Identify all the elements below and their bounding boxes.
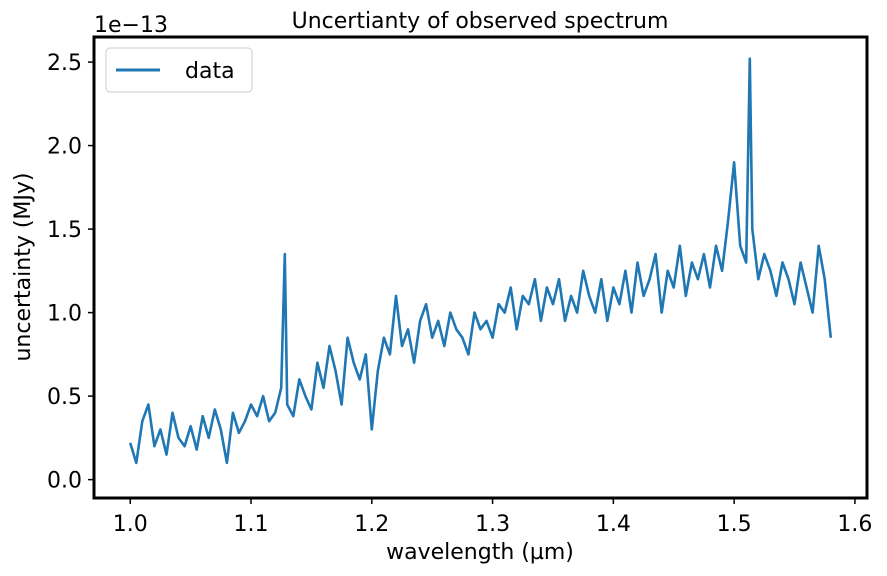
x-axis-title: wavelength (µm): [386, 540, 574, 565]
x-tick-label: 1.1: [234, 512, 269, 537]
x-tick-label: 1.0: [113, 512, 148, 537]
x-tick-label: 1.5: [717, 512, 752, 537]
y-tick-label: 0.5: [47, 385, 82, 410]
y-axis: 0.0 0.5 1.0 1.5 2.0 2.5: [47, 51, 94, 494]
y-axis-title: uncertainty (MJy): [11, 172, 36, 361]
axes-frame: [92, 35, 869, 500]
x-axis: 1.0 1.1 1.2 1.3 1.4 1.5 1.6: [113, 498, 872, 537]
y-tick-label: 1.5: [47, 218, 82, 243]
x-tick-label: 1.4: [596, 512, 631, 537]
series-line-data: [128, 57, 833, 465]
x-tick-label: 1.3: [475, 512, 510, 537]
y-tick-label: 2.0: [47, 135, 82, 160]
y-offset-text: 1e−13: [94, 13, 168, 38]
y-tick-label: 1.0: [47, 302, 82, 327]
plot-area: [128, 57, 833, 465]
x-tick-label: 1.6: [837, 512, 872, 537]
legend-box: [105, 47, 253, 93]
y-tick-label: 2.5: [47, 51, 82, 76]
chart-title: Uncertianty of observed spectrum: [292, 9, 669, 34]
legend: data: [105, 47, 253, 93]
legend-label: data: [185, 59, 235, 84]
x-tick-label: 1.2: [354, 512, 389, 537]
y-tick-label: 0.0: [47, 469, 82, 494]
